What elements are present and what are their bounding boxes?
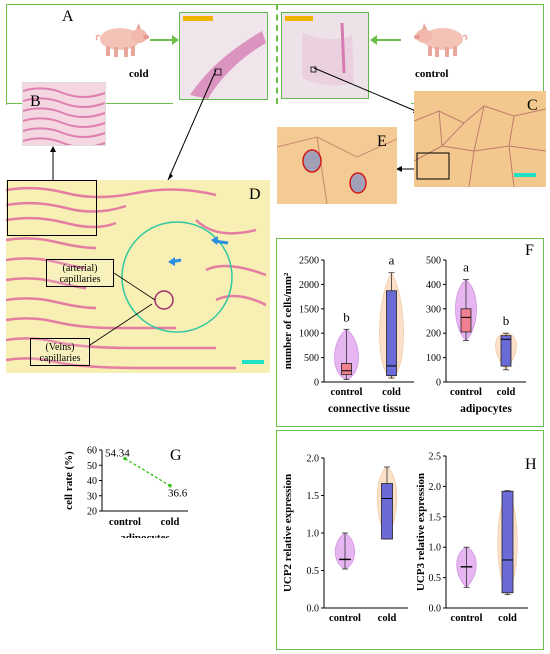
y-tick-label: 0 — [314, 378, 319, 389]
y-tick-label: 300 — [426, 304, 441, 315]
y-tick-label: 0 — [436, 378, 441, 389]
arterial-capillaries-label: (arterial) capillaries — [46, 259, 114, 287]
y-tick-label: 100 — [426, 353, 441, 364]
panel-e-image — [277, 127, 397, 204]
x-tick-label: control — [329, 613, 361, 624]
box-control — [460, 308, 472, 333]
control-label: control — [415, 68, 449, 80]
y-tick-label: 1.0 — [307, 529, 320, 540]
y-axis-label: cell rate (%) — [63, 451, 75, 510]
data-label: 36.6 — [168, 488, 188, 500]
y-tick-label: 0.5 — [429, 573, 442, 584]
y-tick-label: 40 — [87, 476, 97, 487]
panel-c-image — [414, 91, 546, 187]
y-tick-label: 2.0 — [307, 454, 320, 465]
cold-tissue-slide — [179, 12, 268, 100]
data-point — [168, 483, 172, 488]
venous-capillaries-label: (Velns) capillaries — [30, 338, 90, 366]
arrow-right-icon — [150, 35, 179, 45]
y-tick-label: 2.5 — [429, 452, 442, 463]
box-cold — [381, 483, 393, 540]
y-tick-label: 400 — [426, 280, 441, 291]
pig-cold-image — [95, 23, 149, 57]
panel-letter-f: F — [525, 242, 534, 259]
significance-letter: b — [503, 313, 510, 328]
y-tick-label: 0.5 — [307, 566, 320, 577]
x-axis-label: adipocytes — [120, 532, 170, 538]
x-tick-label: control — [331, 387, 363, 398]
box-cold — [500, 335, 512, 367]
significance-letter: b — [343, 309, 350, 324]
pig-control-image — [414, 23, 468, 57]
x-tick-label: cold — [161, 517, 180, 528]
chart-f: 05001000150020002500bcontrolacoldconnect… — [282, 253, 526, 415]
y-tick-label: 1.5 — [307, 491, 320, 502]
chart-h: 0.0 0.5 1.0 1.5 2.0 control cold UCP2 relative … — [282, 452, 528, 624]
x-tick-label: control — [109, 517, 141, 528]
cold-label: cold — [129, 68, 149, 80]
y-tick-label: 20 — [87, 507, 97, 518]
x-tick-label: cold — [378, 613, 397, 624]
y-tick-label: 1500 — [299, 304, 319, 315]
panel-d-image — [6, 180, 270, 373]
x-tick-label: cold — [382, 387, 401, 398]
panel-letter-b: B — [30, 93, 41, 110]
y-tick-label: 2.0 — [429, 482, 442, 493]
x-axis-label: connective tissue — [328, 403, 410, 415]
y-axis-label: UCP3 relative expression — [415, 473, 427, 591]
panel-a-frame — [6, 4, 544, 105]
box-cold — [501, 490, 514, 594]
panel-d-pointers — [89, 272, 156, 346]
panel-letter-e: E — [377, 133, 387, 150]
chart-g: 20 30 40 50 60 54.34 control 36.6 cold adipocytes… — [63, 446, 188, 538]
panel-letter-c: C — [527, 97, 538, 114]
y-tick-label: 2500 — [299, 256, 319, 267]
x-tick-label: control — [451, 613, 483, 624]
y-tick-label: 0.0 — [429, 604, 442, 615]
panel-d-b-region — [7, 180, 97, 236]
panel-letter-h: H — [525, 456, 537, 473]
y-tick-label: 500 — [426, 256, 441, 267]
significance-letter: a — [463, 260, 469, 275]
y-tick-label: 1.0 — [429, 543, 442, 554]
y-tick-label: 200 — [426, 329, 441, 340]
panel-letter-g: G — [170, 447, 182, 464]
data-point — [123, 456, 127, 461]
y-tick-label: 1.5 — [429, 512, 442, 523]
significance-letter: a — [389, 253, 395, 268]
y-tick-label: 1000 — [299, 329, 319, 340]
trend-line — [124, 458, 171, 487]
y-tick-label: 50 — [87, 461, 97, 472]
panel-a-divider — [276, 4, 278, 104]
y-tick-label: 2000 — [299, 280, 319, 291]
box-control — [341, 363, 352, 376]
panel-f-frame — [276, 238, 544, 427]
box-cold — [386, 290, 397, 377]
panel-letter-d: D — [249, 186, 261, 203]
panel-letter-a: A — [62, 8, 74, 25]
panel-h-frame — [276, 430, 544, 650]
y-axis-label: number of cells/mm² — [282, 272, 294, 369]
y-tick-label: 0.0 — [307, 604, 320, 615]
x-tick-label: cold — [497, 387, 516, 398]
x-tick-label: control — [450, 387, 482, 398]
control-tissue-slide — [281, 12, 369, 99]
y-axis-label: UCP2 relative expression — [282, 474, 294, 592]
arrow-left-icon — [370, 35, 401, 45]
data-label: 54.34 — [105, 448, 130, 460]
panel-b-image — [22, 82, 106, 146]
x-axis-label: adipocytes — [460, 403, 512, 415]
x-tick-label: cold — [498, 613, 517, 624]
y-tick-label: 30 — [87, 491, 97, 502]
y-tick-label: 500 — [304, 353, 319, 364]
y-tick-label: 60 — [87, 446, 97, 457]
